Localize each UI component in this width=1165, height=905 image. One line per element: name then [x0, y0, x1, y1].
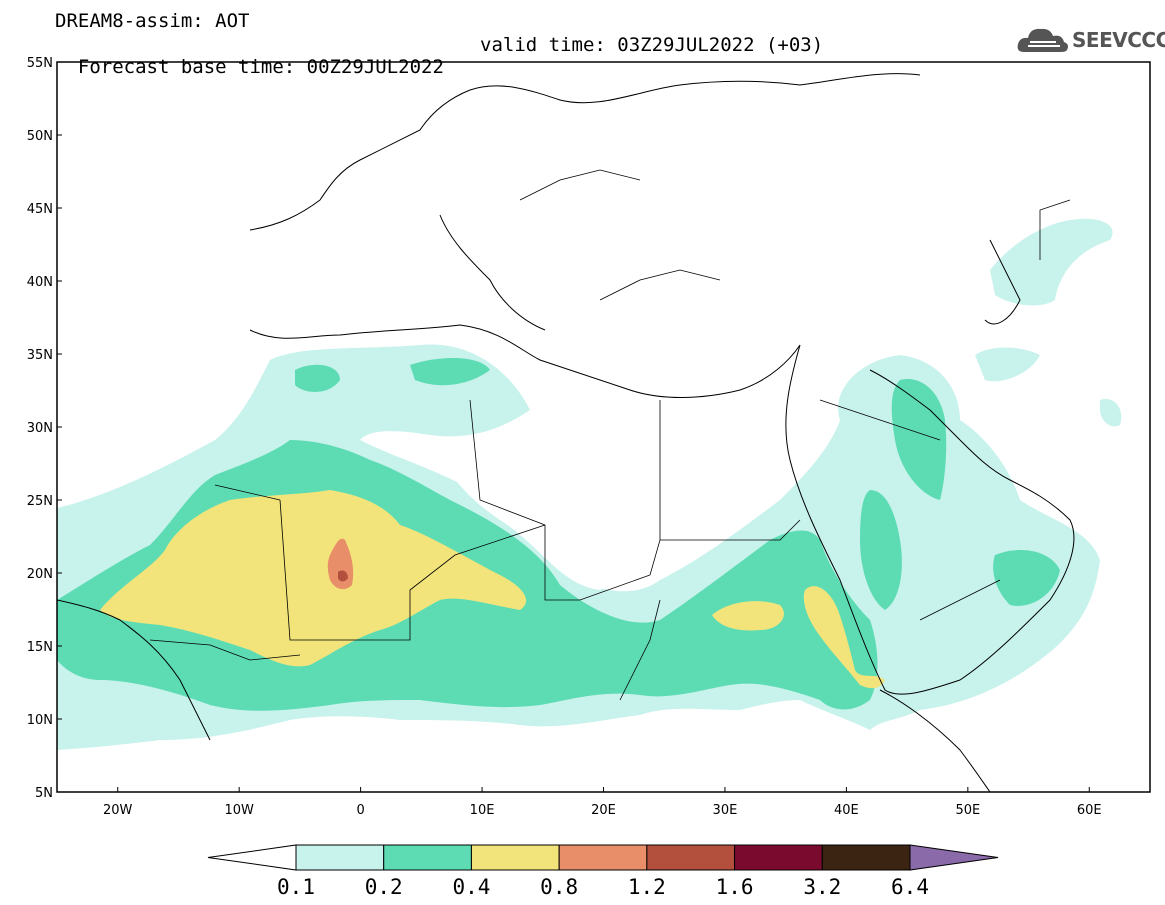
lon-tick-label: 40E: [834, 803, 859, 818]
lat-tick-label: 30N: [27, 421, 53, 436]
latitude-axis: 55N 50N 45N 40N 35N 30N 25N 20N 15N 10N 5N: [27, 56, 62, 801]
lat-tick-label: 45N: [27, 202, 53, 217]
lat-tick-label: 20N: [27, 567, 53, 582]
lat-tick-label: 40N: [27, 275, 53, 290]
colorbar: 0.1 0.2 0.4 0.8 1.2 1.6 3.2 6.4: [207, 844, 999, 899]
lon-tick-label: 0: [356, 803, 364, 818]
lon-tick-label: 30E: [713, 803, 738, 818]
seevccc-logo: SEEVCCC: [1016, 22, 1165, 58]
lat-tick-label: 35N: [27, 348, 53, 363]
colorbar-label: 0.4: [452, 875, 490, 899]
aot-gap: [440, 416, 762, 590]
aot-field: [57, 73, 1122, 792]
map-title: DREAM8-assim: AOT: [55, 10, 250, 32]
colorbar-lower-triangle: [207, 844, 297, 871]
colorbar-upper-triangle: [909, 844, 999, 871]
colorbar-swatch: [646, 844, 736, 871]
aot-contour-1.2: [338, 570, 348, 582]
colorbar-swatch: [470, 844, 560, 871]
colorbar-label: 1.2: [628, 875, 666, 899]
cloud-icon: [1017, 28, 1068, 52]
lat-tick-label: 50N: [27, 129, 53, 144]
colorbar-label: 0.8: [540, 875, 578, 899]
logo-text: SEEVCCC: [1072, 28, 1165, 52]
colorbar-swatch: [821, 844, 911, 871]
valid-time: valid time: 03Z29JUL2022 (+03): [480, 34, 824, 56]
colorbar-label: 1.6: [716, 875, 754, 899]
lat-tick-label: 5N: [35, 786, 53, 801]
lat-tick-label: 55N: [27, 56, 53, 71]
lon-tick-label: 60E: [1077, 803, 1102, 818]
longitude-axis: 20W 10W 0 10E 20E 30E 40E 50E 60E: [103, 787, 1102, 818]
aot-contour-0.4: [100, 490, 885, 689]
colorbar-swatch: [295, 844, 385, 871]
lon-tick-label: 10E: [470, 803, 495, 818]
forecast-time-line: Forecast base time: 00Z29JUL2022 valid t…: [55, 34, 823, 100]
country-borders: [149, 169, 1071, 701]
colorbar-swatch: [383, 844, 472, 871]
colorbar-swatch: [734, 844, 823, 871]
colorbar-swatch: [558, 844, 648, 871]
lat-tick-label: 25N: [27, 494, 53, 509]
lat-tick-label: 15N: [27, 640, 53, 655]
colorbar-label: 0.1: [277, 875, 315, 899]
colorbar-label: 3.2: [803, 875, 841, 899]
colorbar-label: 6.4: [891, 875, 929, 899]
lon-tick-label: 50E: [955, 803, 980, 818]
lon-tick-label: 20W: [103, 803, 133, 818]
lon-tick-label: 10W: [224, 803, 254, 818]
coastlines: [57, 73, 1075, 792]
colorbar-label: 0.2: [365, 875, 403, 899]
lat-tick-label: 10N: [27, 713, 53, 728]
lon-tick-label: 20E: [591, 803, 616, 818]
